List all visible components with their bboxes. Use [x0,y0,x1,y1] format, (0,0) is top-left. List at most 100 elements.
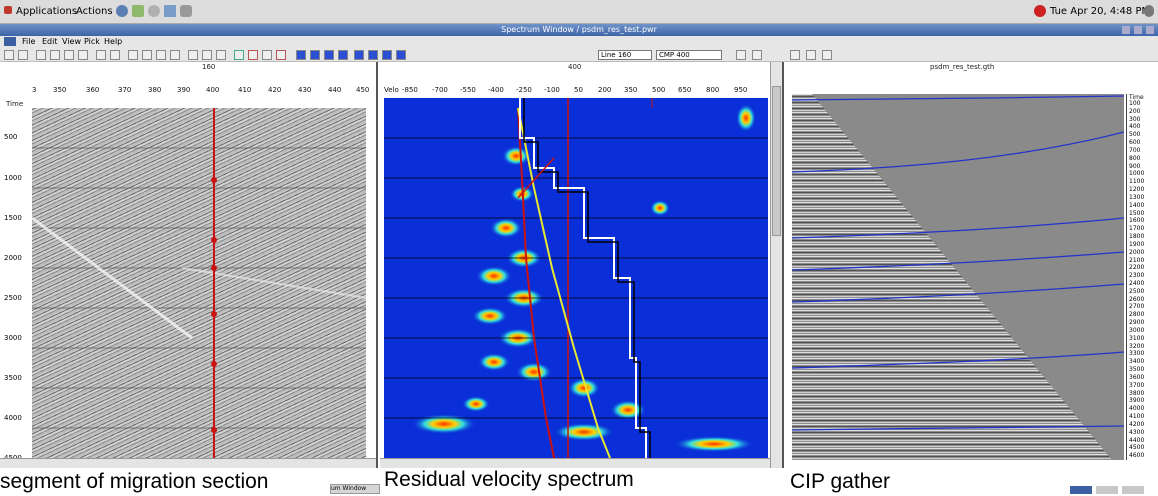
left-x-tick: 450 [356,86,370,94]
prev-icon[interactable] [310,50,320,60]
middle-x-tick: -400 [488,86,504,94]
workspace-switcher-2[interactable] [1096,486,1118,494]
taskbar-item[interactable]: um Window [330,484,380,494]
middle-scroll-thumb[interactable] [772,86,781,236]
window-icon[interactable] [822,50,832,60]
right-time-tick: 4600 [1129,452,1145,460]
zoom-out-icon[interactable] [50,50,60,60]
velocity-spectrum-image[interactable] [384,98,768,458]
right-time-tick: 3200 [1129,342,1145,350]
right-time-ticks: 100 200 300 400 500 600 700 800 900 1000 1100 1200 1… [1129,100,1158,460]
layer-icon[interactable] [156,50,166,60]
middle-h-scrollbar[interactable] [380,458,770,468]
minimize-button[interactable] [1122,26,1130,34]
next-icon[interactable] [324,50,334,60]
left-y-tick: 500 [4,133,18,141]
browser-launcher-icon[interactable] [116,5,128,17]
migration-section-panel[interactable]: 160 3 350 360 370 380 390 400 410 420 43… [0,62,378,468]
velocity-axis-label: Velo [384,86,399,94]
right-time-tick: 3400 [1129,358,1145,366]
applications-menu[interactable]: Applications [16,6,78,17]
menu-edit[interactable]: Edit [42,37,58,46]
pick-line3-icon[interactable] [262,50,272,60]
flag-icon[interactable] [790,50,800,60]
right-time-tick: 1700 [1129,225,1145,233]
middle-x-tick: 950 [734,86,748,94]
prev2-icon[interactable] [368,50,378,60]
first2-icon[interactable] [354,50,364,60]
options-icon[interactable] [752,50,762,60]
right-time-tick: 2700 [1129,303,1145,311]
right-time-tick: 100 [1129,100,1141,107]
middle-x-tick: 50 [574,86,583,94]
menu-help[interactable]: Help [104,37,123,46]
update-notifier-icon[interactable] [1034,5,1046,17]
close-button[interactable] [1146,26,1154,34]
menu-view[interactable]: View [62,37,81,46]
zoom-in-icon[interactable] [36,50,46,60]
palette-icon[interactable] [110,50,120,60]
display-icon[interactable] [128,50,138,60]
last2-icon[interactable] [396,50,406,60]
save-icon[interactable] [18,50,28,60]
right-time-tick: 2600 [1129,295,1145,303]
zoom-reset-icon[interactable] [78,50,88,60]
zoom-box-icon[interactable] [64,50,74,60]
migration-image[interactable] [32,108,366,460]
maximize-button[interactable] [1134,26,1142,34]
pick-tool-icon[interactable] [96,50,106,60]
office-launcher-icon[interactable] [164,5,176,17]
first-icon[interactable] [296,50,306,60]
grid-icon[interactable] [142,50,152,60]
workspace-switcher-3[interactable] [1122,486,1144,494]
redo-icon[interactable] [202,50,212,60]
delete-icon[interactable] [216,50,226,60]
last-icon[interactable] [338,50,348,60]
cip-gather-panel[interactable]: psdm_res_test.gth [786,62,1158,468]
middle-x-tick: -100 [544,86,560,94]
right-time-tick: 4200 [1129,420,1145,428]
line-select[interactable]: Line 160 [598,50,652,60]
pick-line-icon[interactable] [234,50,244,60]
next2-icon[interactable] [382,50,392,60]
menu-pick[interactable]: Pick [84,37,100,46]
cip-gather-image[interactable] [792,94,1124,460]
left-h-scrollbar[interactable] [0,458,376,468]
workspace-switcher[interactable] [1070,486,1092,494]
pick-line2-icon[interactable] [248,50,258,60]
menu-file[interactable]: File [22,37,36,46]
velocity-spectrum-panel[interactable]: 400 Velo -850 -700 -550 -400 -250 -100 5… [380,62,784,468]
clock[interactable]: Tue Apr 20, 4:48 PM [1050,6,1151,17]
right-time-tick: 2400 [1129,280,1145,287]
red-velocity-function[interactable] [517,107,555,458]
mail-launcher-icon[interactable] [132,5,144,17]
search-launcher-icon[interactable] [148,5,160,17]
white-pick-function[interactable] [519,98,647,458]
left-x-tick: 370 [118,86,132,94]
copy-icon[interactable] [806,50,816,60]
migration-caption: segment of migration section [0,470,269,494]
volume-icon[interactable] [1144,5,1154,17]
apply-icon[interactable] [736,50,746,60]
open-icon[interactable] [4,50,14,60]
actions-menu[interactable]: Actions [76,6,113,17]
window-titlebar[interactable]: Spectrum Window / psdm_res_test.pwr [0,24,1158,36]
right-time-tick: 2300 [1129,272,1145,280]
right-time-tick: 3800 [1129,389,1145,397]
right-time-tick: 1600 [1129,217,1145,225]
left-y-tick: 2000 [4,254,22,262]
pick-line4-icon[interactable] [276,50,286,60]
right-time-tick: 3500 [1129,366,1145,374]
right-time-tick: 4400 [1129,436,1145,444]
left-x-tick: 350 [53,86,67,94]
foot-logo-icon[interactable] [4,6,12,14]
cmp-select[interactable]: CMP 400 [656,50,722,60]
middle-x-tick: 200 [598,86,612,94]
right-time-tick: 1400 [1129,201,1145,209]
layer2-icon[interactable] [170,50,180,60]
middle-v-scrollbar[interactable] [770,62,782,468]
desktop-top-panel: Applications Actions Tue Apr 20, 4:48 PM [0,0,1158,24]
terminal-launcher-icon[interactable] [180,5,192,17]
undo-icon[interactable] [188,50,198,60]
